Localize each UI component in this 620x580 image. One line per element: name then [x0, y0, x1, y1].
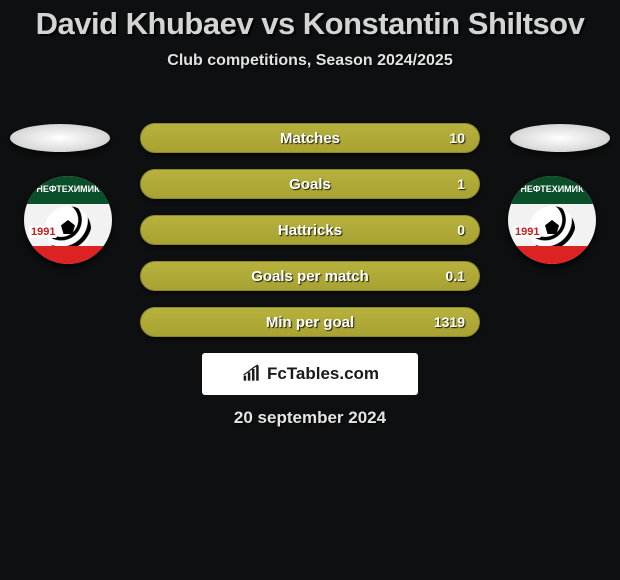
stat-right: 0 [457, 216, 465, 245]
stat-right: 0.1 [446, 262, 465, 291]
badge-top-text: НЕФТЕХИМИК [24, 176, 112, 204]
stat-right: 1319 [434, 308, 465, 337]
stat-row: Matches 10 [140, 123, 480, 153]
stat-label: Hattricks [141, 216, 479, 245]
page-title: David Khubaev vs Konstantin Shiltsov [0, 0, 620, 42]
stat-label: Matches [141, 124, 479, 153]
date-text: 20 september 2024 [0, 408, 620, 428]
badge-top-text: НЕФТЕХИМИК [508, 176, 596, 204]
stat-right: 1 [457, 170, 465, 199]
stat-rows: Matches 10 Goals 1 Hattricks 0 Goals per… [140, 123, 480, 353]
stat-label: Goals [141, 170, 479, 199]
stat-label: Min per goal [141, 308, 479, 337]
subtitle: Club competitions, Season 2024/2025 [0, 52, 620, 70]
brand-text: FcTables.com [267, 364, 379, 384]
badge-year: 1991 [29, 226, 57, 238]
bar-chart-icon [241, 364, 263, 384]
club-badge-left: НЕФТЕХИМИК 1991 [24, 176, 112, 264]
flag-right [510, 124, 610, 152]
infographic-container: David Khubaev vs Konstantin Shiltsov Clu… [0, 0, 620, 580]
brand-box: FcTables.com [202, 353, 418, 395]
club-badge-right: НЕФТЕХИМИК 1991 [508, 176, 596, 264]
stat-label: Goals per match [141, 262, 479, 291]
stat-right: 10 [449, 124, 465, 153]
badge-year: 1991 [513, 226, 541, 238]
badge-bottom-stripe [24, 246, 112, 264]
stat-row: Goals 1 [140, 169, 480, 199]
flag-left [10, 124, 110, 152]
stat-row: Goals per match 0.1 [140, 261, 480, 291]
stat-row: Min per goal 1319 [140, 307, 480, 337]
stat-row: Hattricks 0 [140, 215, 480, 245]
badge-bottom-stripe [508, 246, 596, 264]
